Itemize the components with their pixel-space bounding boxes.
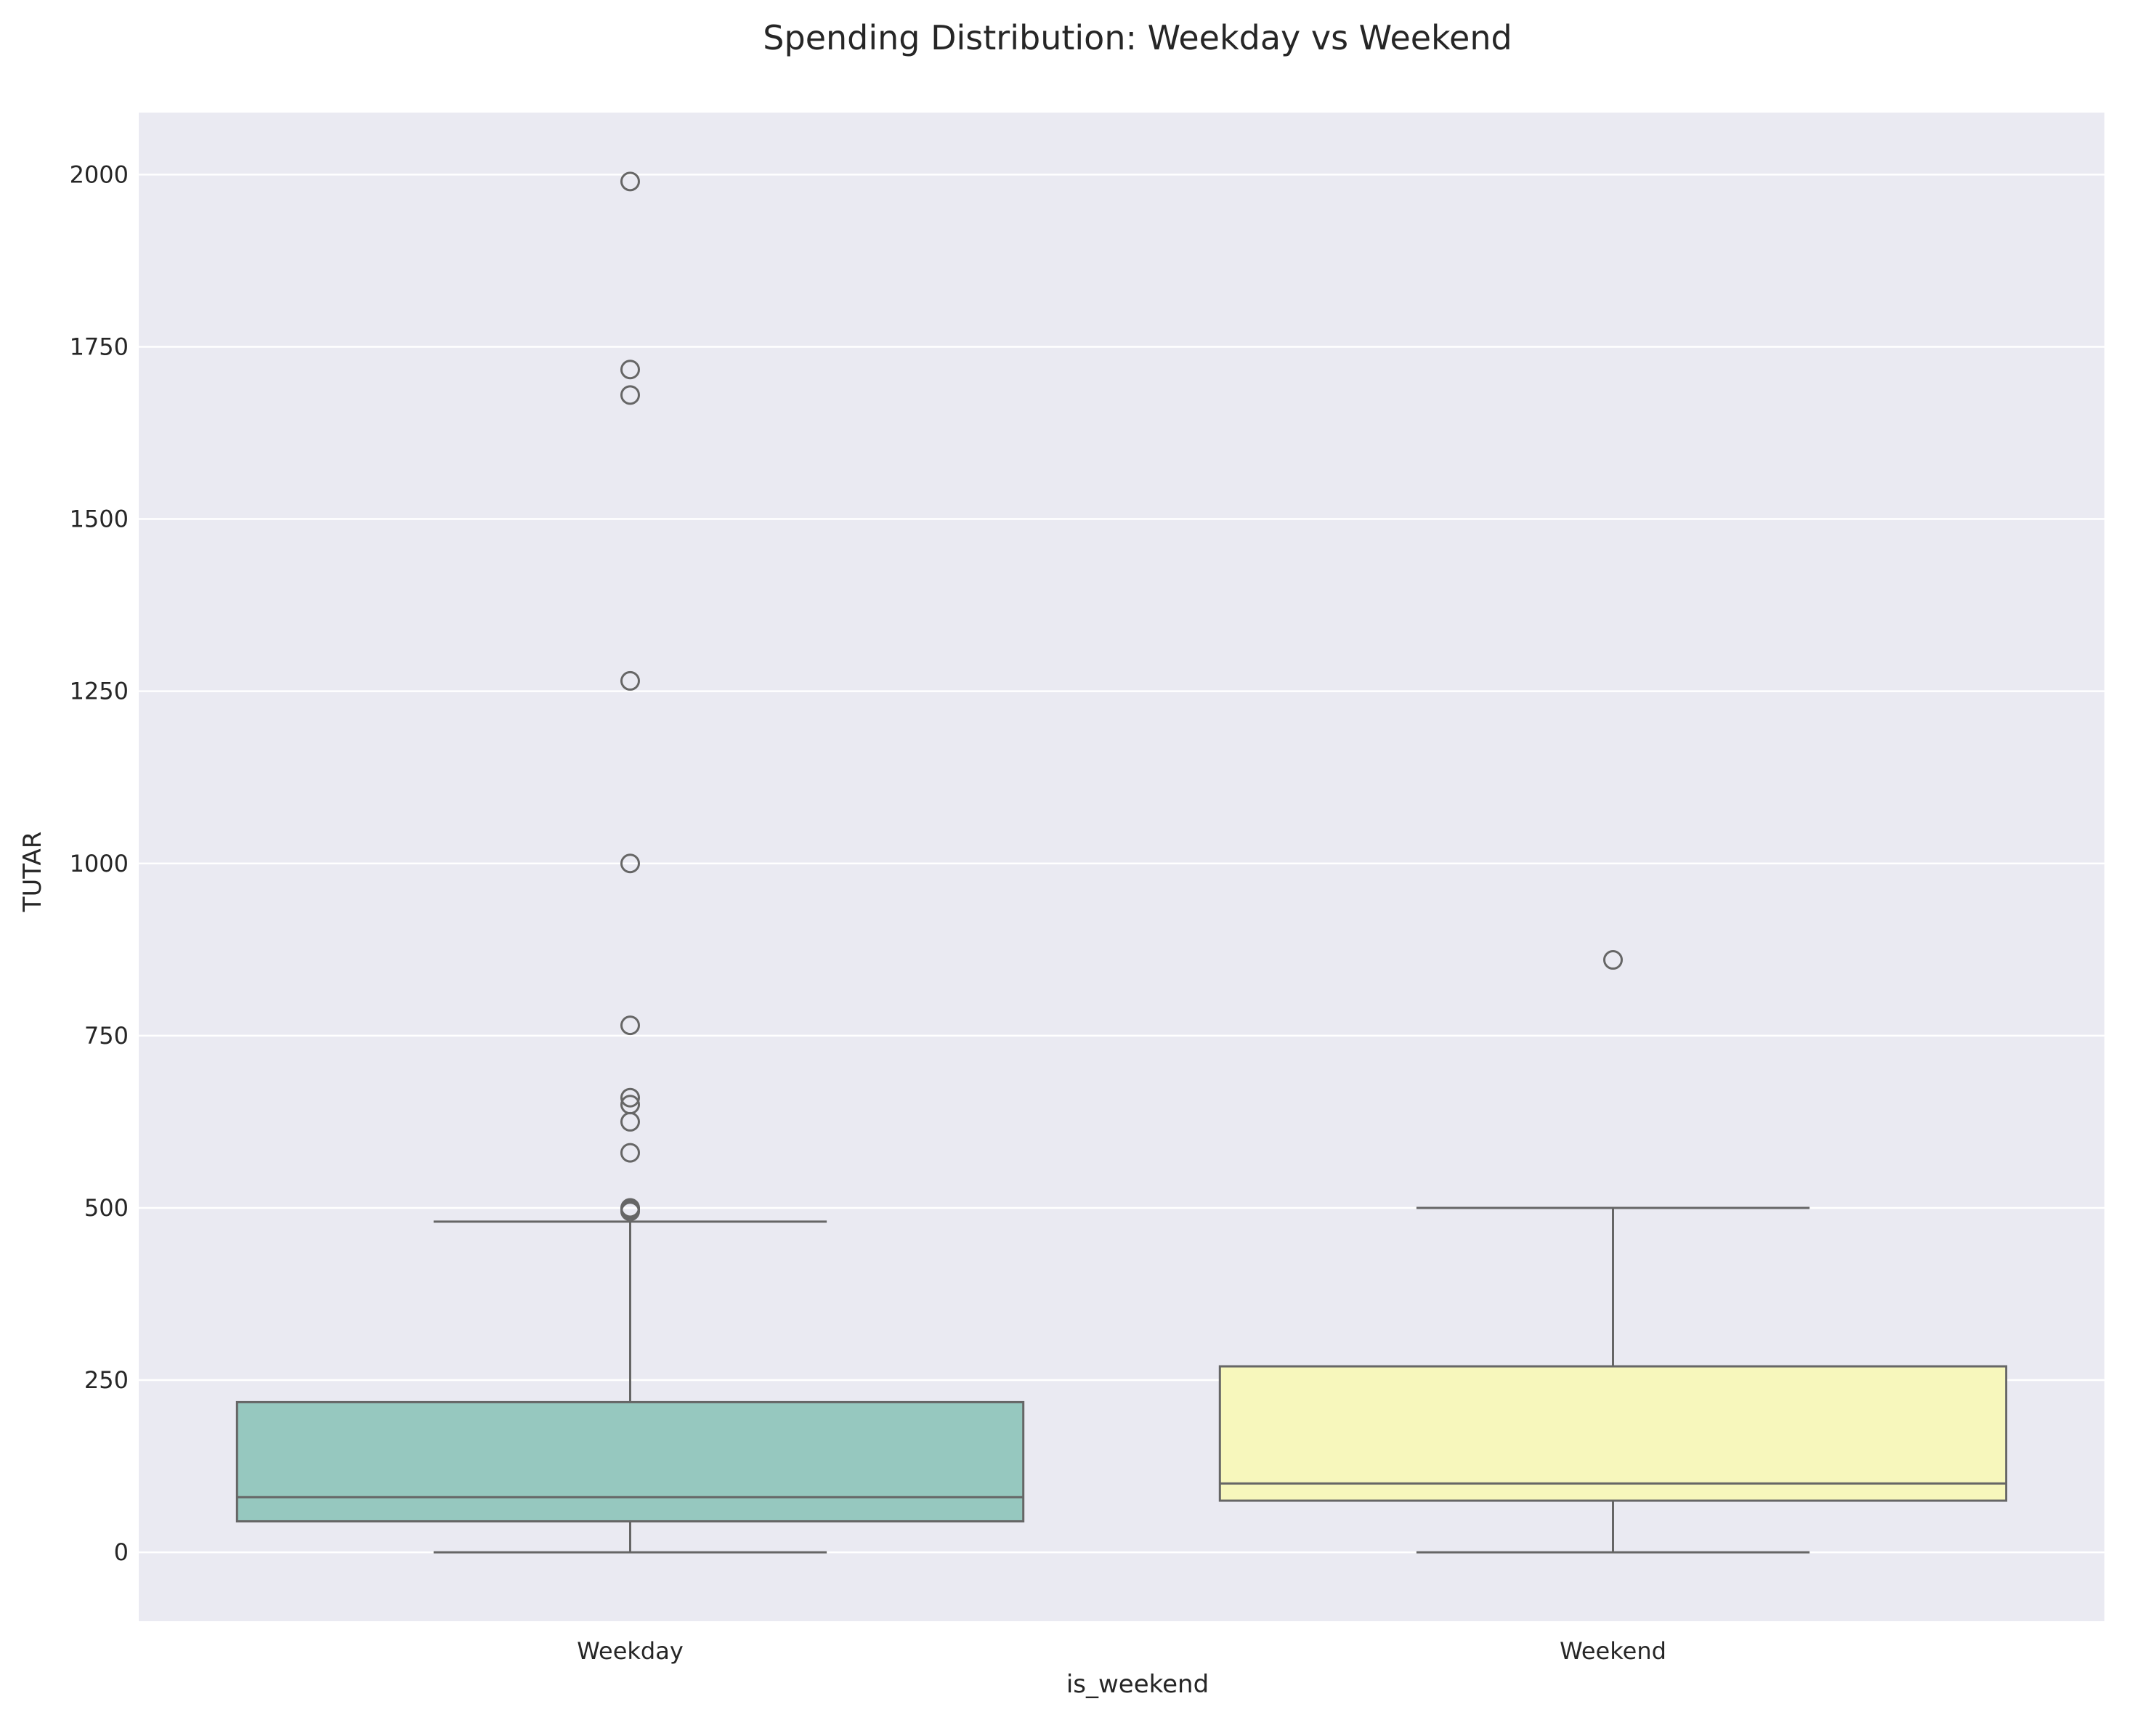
y-tick-label: 1000	[70, 850, 129, 877]
outlier-point	[620, 670, 640, 691]
boxes	[235, 171, 2008, 1554]
gridlines	[139, 174, 2104, 1554]
outlier-point	[620, 1143, 640, 1163]
y-tick-label: 2000	[70, 161, 129, 188]
x-tick-label: Weekday	[577, 1637, 684, 1665]
y-tick-label: 1250	[70, 678, 129, 705]
box-group-weekend	[1218, 950, 2008, 1554]
y-tick-label: 1500	[70, 506, 129, 533]
y-axis-label: TUTAR	[18, 832, 47, 913]
y-tick-label: 1750	[70, 333, 129, 360]
x-axis-label: is_weekend	[1066, 1670, 1209, 1699]
y-tick-label: 250	[84, 1366, 129, 1394]
y-tick-label: 500	[84, 1194, 129, 1222]
outlier-point	[1603, 950, 1623, 970]
y-tick-label: 750	[84, 1022, 129, 1050]
chart-title: Spending Distribution: Weekday vs Weeken…	[763, 18, 1512, 57]
box-group-weekday	[235, 171, 1025, 1554]
outlier-point	[620, 360, 640, 380]
outlier-point	[620, 1201, 640, 1222]
outlier-point	[620, 853, 640, 874]
outlier-point	[620, 171, 640, 192]
x-tick-label: Weekend	[1560, 1637, 1666, 1665]
y-tick-labels: 0 250 500 750 1000 1250 1500 1750 2000	[70, 161, 129, 1566]
y-tick-label: 0	[114, 1538, 129, 1566]
iqr-box	[1218, 1365, 2008, 1502]
outlier-point	[620, 1087, 640, 1108]
outlier-point	[620, 1015, 640, 1036]
x-tick-labels: Weekday Weekend	[577, 1637, 1666, 1665]
iqr-box	[235, 1400, 1025, 1522]
outlier-point	[620, 385, 640, 405]
outlier-point	[620, 1111, 640, 1132]
